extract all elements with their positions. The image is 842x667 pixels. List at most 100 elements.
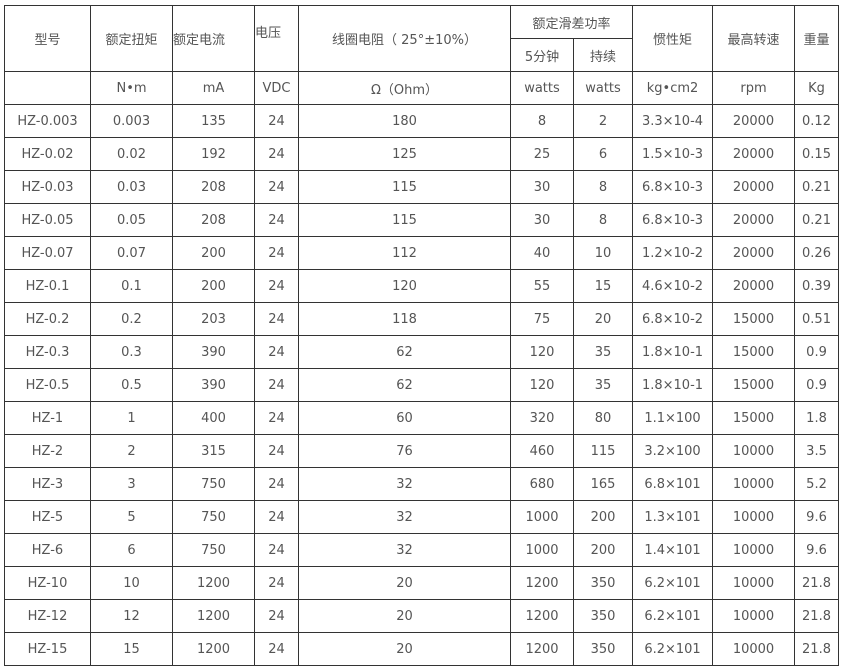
table-cell: 3.5 — [794, 434, 840, 468]
table-cell: HZ-2 — [4, 434, 91, 468]
table-row: HZ-0.2 0.2 203 24 118 75 20 6.8×10-2 15000 0.51 — [4, 302, 840, 336]
table-row: HZ-0.05 0.05 208 24 115 30 8 6.8×10-3 20000 0.21 — [4, 203, 840, 237]
table-row: HZ-0.07 0.07 200 24 112 40 10 1.2×10-2 20000 0.26 — [4, 236, 840, 270]
table-cell: 10 — [572, 236, 634, 270]
table-cell: HZ-1 — [4, 401, 91, 435]
table-cell: 20000 — [712, 269, 796, 303]
table-row: HZ-0.5 0.5 390 24 62 120 35 1.8×10-1 15000 0.9 — [4, 368, 840, 402]
table-cell: 20000 — [712, 137, 796, 171]
table-cell: HZ-3 — [4, 467, 91, 501]
table-cell: 6.2×101 — [632, 599, 714, 633]
table-cell: 1200 — [172, 632, 255, 666]
table-cell: 21.8 — [794, 566, 840, 600]
table-cell: 3.3×10-4 — [632, 104, 714, 138]
table-cell: 0.07 — [90, 236, 173, 270]
table-cell: 1.1×100 — [632, 401, 714, 435]
table-cell: 55 — [510, 269, 574, 303]
table-cell: HZ-0.2 — [4, 302, 91, 336]
table-row: HZ-10 10 1200 24 20 1200 350 6.2×101 10000 21.8 — [4, 566, 840, 600]
table-cell: 1 — [90, 401, 173, 435]
unit-cell: Ω（Ohm） — [298, 71, 511, 105]
table-cell: 9.6 — [794, 500, 840, 534]
table-cell: 200 — [572, 500, 634, 534]
unit-cell: watts — [572, 71, 634, 105]
table-cell: 15 — [90, 632, 173, 666]
table-cell: 76 — [298, 434, 511, 468]
table-cell: 6 — [572, 137, 634, 171]
table-cell: 390 — [172, 335, 255, 369]
table-cell: 115 — [572, 434, 634, 468]
table-cell: 24 — [254, 434, 299, 468]
table-cell: 24 — [254, 467, 299, 501]
table-cell: 1200 — [510, 566, 574, 600]
table-cell: HZ-6 — [4, 533, 91, 567]
table-cell: 10000 — [712, 533, 796, 567]
table-cell: 208 — [172, 170, 255, 204]
table-cell: 680 — [510, 467, 574, 501]
table-cell: 0.15 — [794, 137, 840, 171]
table-cell: 6.2×101 — [632, 566, 714, 600]
table-cell: 200 — [172, 236, 255, 270]
table-cell: 115 — [298, 170, 511, 204]
table-cell: 3 — [90, 467, 173, 501]
table-cell: 4.6×10-2 — [632, 269, 714, 303]
table-cell: 20000 — [712, 236, 796, 270]
table-cell: 5.2 — [794, 467, 840, 501]
table-cell: 0.26 — [794, 236, 840, 270]
table-cell: 10000 — [712, 467, 796, 501]
table-cell: 62 — [298, 335, 511, 369]
header-row: 型号 额定扭矩 额定电流 电压 线圈电阻（ 25°±10%） 额定滑差功率 惯性… — [4, 5, 840, 72]
table-cell: 20000 — [712, 203, 796, 237]
header-slip-continuous: 持续 — [572, 38, 634, 72]
table-cell: 24 — [254, 500, 299, 534]
table-cell: HZ-0.03 — [4, 170, 91, 204]
table-cell: 208 — [172, 203, 255, 237]
header-model: 型号 — [4, 5, 91, 72]
table-cell: 25 — [510, 137, 574, 171]
table-row: HZ-0.1 0.1 200 24 120 55 15 4.6×10-2 20000 0.39 — [4, 269, 840, 303]
table-cell: 10000 — [712, 500, 796, 534]
table-cell: 20 — [298, 566, 511, 600]
unit-cell: N•m — [90, 71, 173, 105]
table-cell: 1.8×10-1 — [632, 335, 714, 369]
table-cell: 400 — [172, 401, 255, 435]
table-cell: 165 — [572, 467, 634, 501]
table-cell: 203 — [172, 302, 255, 336]
table-cell: HZ-10 — [4, 566, 91, 600]
table-cell: 35 — [572, 335, 634, 369]
table-cell: 180 — [298, 104, 511, 138]
unit-cell: rpm — [712, 71, 796, 105]
table-cell: 0.05 — [90, 203, 173, 237]
table-cell: 24 — [254, 632, 299, 666]
table-cell: 1000 — [510, 533, 574, 567]
table-cell: 1200 — [510, 632, 574, 666]
table-cell: 0.1 — [90, 269, 173, 303]
subheader-row: 5分钟 持续 — [5, 38, 839, 72]
unit-cell: VDC — [254, 71, 299, 105]
table-cell: 115 — [298, 203, 511, 237]
table-cell: 350 — [572, 632, 634, 666]
table-cell: 10000 — [712, 566, 796, 600]
table-cell: 1200 — [172, 599, 255, 633]
header-slip-power: 额定滑差功率 — [509, 5, 634, 39]
table-cell: 24 — [254, 302, 299, 336]
table-cell: 1200 — [172, 566, 255, 600]
table-cell: 6.8×10-3 — [632, 203, 714, 237]
table-cell: 315 — [172, 434, 255, 468]
table-row: HZ-1 1 400 24 60 320 80 1.1×100 15000 1.8 — [4, 401, 840, 435]
header-slip-5min: 5分钟 — [510, 38, 574, 72]
table-cell: 24 — [254, 533, 299, 567]
header-inertia: 惯性矩 — [632, 5, 714, 72]
table-cell: 24 — [254, 137, 299, 171]
units-model-blank — [4, 71, 91, 105]
table-row: HZ-0.02 0.02 192 24 125 25 6 1.5×10-3 20000 0.15 — [4, 137, 840, 171]
table-cell: 125 — [298, 137, 511, 171]
table-cell: 192 — [172, 137, 255, 171]
table-row: HZ-15 15 1200 24 20 1200 350 6.2×101 10000 21.8 — [4, 632, 840, 666]
table-cell: 120 — [298, 269, 511, 303]
table-cell: 1000 — [510, 500, 574, 534]
table-cell: 118 — [298, 302, 511, 336]
table-cell: 24 — [254, 269, 299, 303]
table-cell: 1.2×10-2 — [632, 236, 714, 270]
table-cell: 30 — [510, 203, 574, 237]
